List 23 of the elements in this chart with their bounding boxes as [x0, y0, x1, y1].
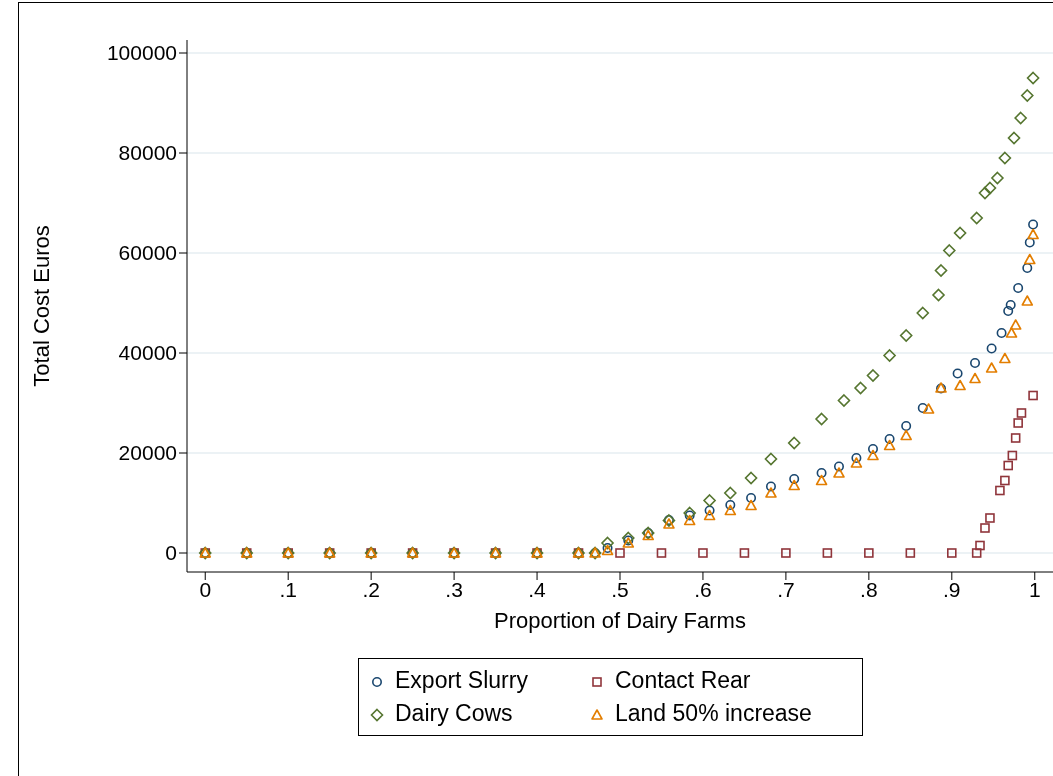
y-tick-label: 40000: [118, 341, 177, 365]
legend-label: Dairy Cows: [394, 700, 514, 727]
x-tick-label: .5: [611, 577, 629, 601]
legend-label: Land 50% increase: [614, 700, 813, 727]
y-tick-label: 100000: [106, 41, 177, 65]
x-tick-label: 1: [1028, 577, 1041, 601]
x-tick-label: .1: [279, 577, 297, 601]
x-tick-label: .8: [860, 577, 878, 601]
x-tick-label: .2: [362, 577, 380, 601]
x-tick-label: .6: [694, 577, 712, 601]
x-tick-label: 0: [199, 577, 212, 601]
legend-label: Export Slurry: [394, 667, 529, 694]
legend-label: Contact Rear: [614, 667, 752, 694]
y-tick-label: 60000: [118, 241, 177, 265]
x-tick-label: .9: [943, 577, 961, 601]
x-axis-title: Proportion of Dairy Farms: [494, 608, 746, 633]
x-tick-label: .7: [777, 577, 795, 601]
y-tick-label: 80000: [118, 141, 177, 165]
x-tick-label: .3: [445, 577, 463, 601]
y-axis-title: Total Cost Euros: [28, 225, 54, 387]
y-tick-label: 20000: [118, 441, 177, 465]
y-tick-label: 0: [165, 541, 177, 565]
x-tick-label: .4: [528, 577, 547, 601]
